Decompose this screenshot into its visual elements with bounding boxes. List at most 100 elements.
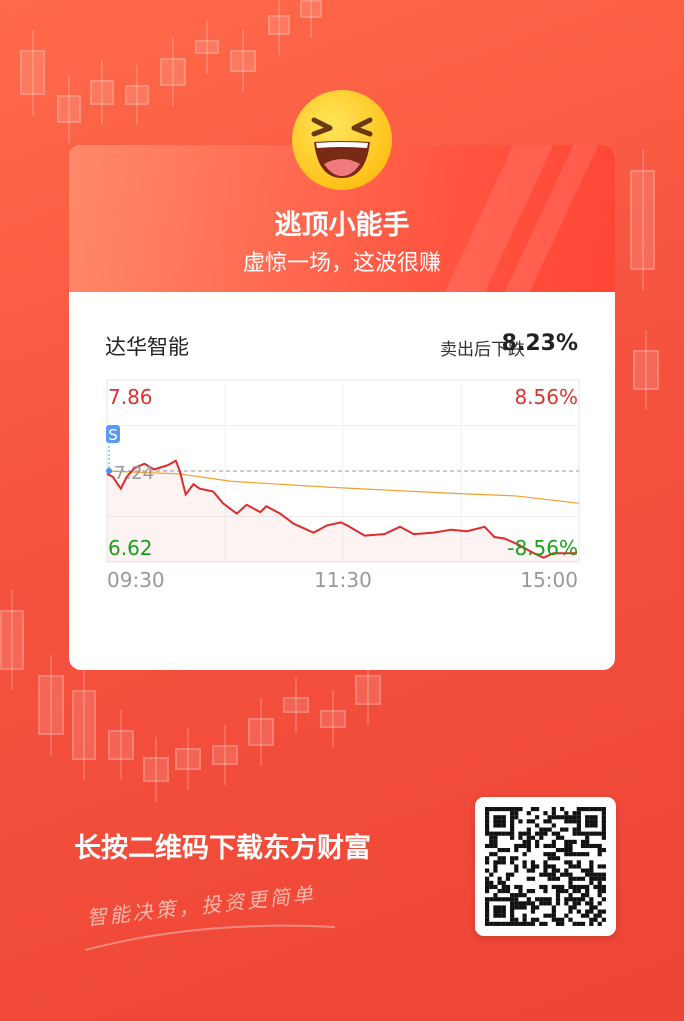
qr-module bbox=[510, 917, 515, 922]
qr-module bbox=[543, 872, 548, 877]
qr-module bbox=[589, 876, 594, 881]
qr-module bbox=[489, 921, 494, 926]
qr-module bbox=[510, 856, 515, 861]
qr-module bbox=[493, 831, 498, 836]
qr-module bbox=[589, 823, 594, 828]
qr-module bbox=[514, 843, 519, 849]
qr-module bbox=[493, 905, 498, 910]
decor-wick bbox=[187, 728, 189, 790]
stock-name: 达华智能 bbox=[105, 335, 189, 359]
qr-module bbox=[510, 831, 515, 836]
sell-marker-dot bbox=[106, 468, 112, 474]
qr-module bbox=[580, 852, 586, 857]
qr-module bbox=[493, 921, 498, 926]
qr-module bbox=[576, 811, 581, 816]
qr-module bbox=[547, 843, 552, 849]
qr-module bbox=[576, 909, 581, 914]
qr-module bbox=[597, 876, 602, 881]
qr-module bbox=[551, 884, 556, 890]
qr-module bbox=[580, 913, 586, 918]
qr-module bbox=[485, 823, 490, 828]
decor-candle bbox=[160, 58, 186, 86]
qr-module bbox=[551, 811, 556, 816]
qr-module bbox=[489, 807, 494, 812]
qr-module bbox=[510, 835, 515, 840]
qr-module bbox=[593, 913, 598, 918]
qr-module bbox=[530, 905, 536, 910]
qr-module bbox=[501, 905, 506, 910]
qr-module bbox=[568, 819, 573, 824]
decor-candle bbox=[212, 745, 238, 765]
qr-code[interactable] bbox=[475, 797, 616, 936]
qr-module bbox=[560, 835, 565, 840]
qr-module bbox=[551, 831, 556, 836]
qr-module bbox=[485, 843, 490, 849]
qr-module bbox=[535, 897, 540, 902]
sell-marker-badge bbox=[106, 425, 120, 443]
qr-module bbox=[568, 905, 573, 910]
qr-module bbox=[501, 913, 506, 918]
qr-module bbox=[522, 913, 527, 918]
qr-module bbox=[572, 831, 577, 836]
qr-module bbox=[589, 880, 594, 885]
decor-wick bbox=[332, 690, 334, 748]
qr-module bbox=[530, 917, 536, 922]
qr-module bbox=[564, 889, 569, 894]
qr-module bbox=[526, 876, 531, 881]
qr-module bbox=[497, 897, 502, 902]
qr-module bbox=[564, 843, 569, 849]
qr-module bbox=[576, 901, 581, 906]
qr-module bbox=[589, 901, 594, 906]
qr-module bbox=[572, 897, 577, 902]
decor-candle bbox=[0, 610, 24, 670]
qr-module bbox=[501, 889, 506, 894]
qr-module bbox=[564, 848, 569, 853]
qr-module bbox=[589, 819, 594, 824]
qr-module bbox=[485, 889, 490, 894]
decor-candle bbox=[355, 675, 381, 705]
qr-module bbox=[560, 917, 565, 922]
qr-module bbox=[593, 823, 598, 828]
qr-module bbox=[585, 901, 590, 906]
qr-module bbox=[530, 876, 536, 881]
qr-module bbox=[526, 819, 531, 824]
qr-module bbox=[560, 815, 565, 820]
qr-module bbox=[555, 815, 561, 820]
qr-module bbox=[585, 823, 590, 828]
qr-module bbox=[551, 807, 556, 812]
qr-module bbox=[560, 872, 565, 877]
qr-module bbox=[601, 807, 606, 812]
qr-module bbox=[568, 897, 573, 902]
qr-module bbox=[572, 884, 577, 890]
qr-module bbox=[539, 921, 544, 926]
qr-module bbox=[568, 864, 573, 869]
qr-module bbox=[485, 921, 490, 926]
qr-module bbox=[580, 843, 586, 849]
decor-candle bbox=[195, 40, 219, 54]
download-text: 长按二维码下载东方财富 bbox=[74, 833, 371, 864]
qr-module bbox=[510, 897, 515, 902]
qr-module bbox=[560, 848, 565, 853]
qr-module bbox=[572, 864, 577, 869]
qr-module bbox=[530, 835, 536, 840]
qr-module bbox=[526, 889, 531, 894]
qr-module bbox=[505, 921, 511, 926]
decor-wick bbox=[68, 75, 70, 143]
qr-module bbox=[572, 815, 577, 820]
qr-module bbox=[535, 905, 540, 910]
qr-module bbox=[551, 876, 556, 881]
qr-module bbox=[489, 835, 494, 840]
qr-module bbox=[551, 823, 556, 828]
qr-module bbox=[589, 909, 594, 914]
decor-candle bbox=[633, 350, 659, 390]
qr-module bbox=[485, 856, 490, 861]
qr-module bbox=[593, 819, 598, 824]
qr-module bbox=[572, 905, 577, 910]
qr-module bbox=[593, 917, 598, 922]
qr-module bbox=[539, 897, 544, 902]
qr-module bbox=[593, 872, 598, 877]
qr-module bbox=[539, 901, 544, 906]
qr-module bbox=[597, 848, 602, 853]
qr-module bbox=[585, 843, 590, 849]
qr-module bbox=[535, 823, 540, 828]
